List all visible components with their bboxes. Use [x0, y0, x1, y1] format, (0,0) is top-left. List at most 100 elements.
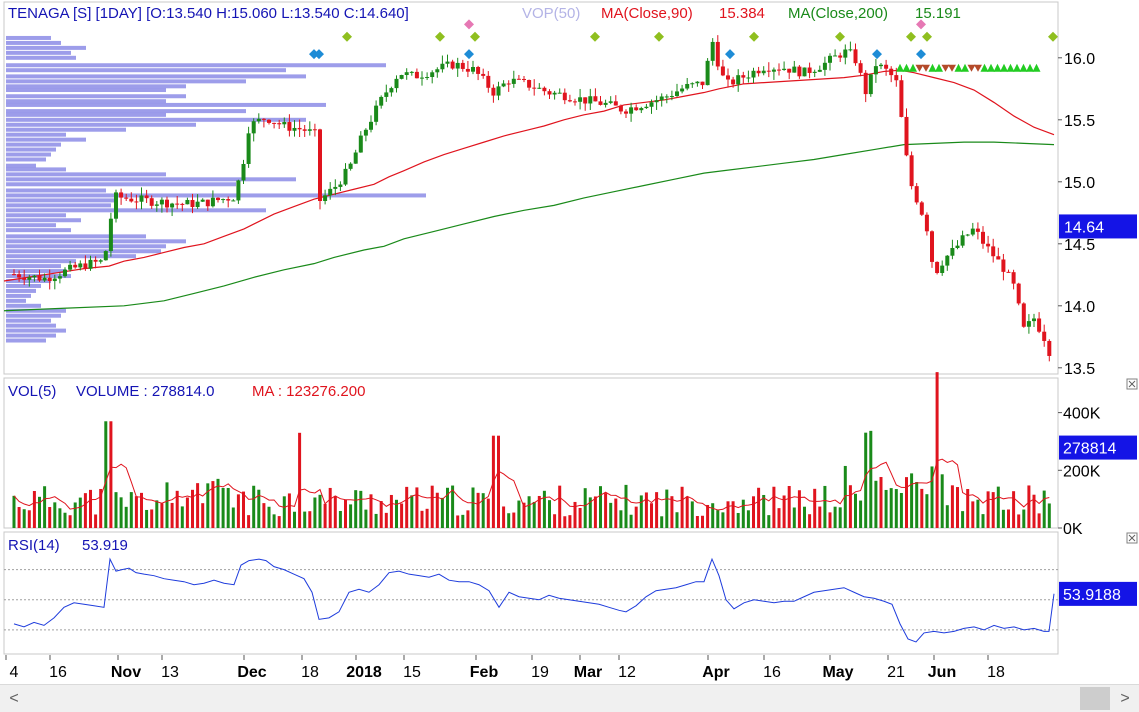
volume-ma-legend: MA : 123276.200: [252, 383, 365, 400]
vop-bar: [6, 79, 246, 84]
volume-bar: [267, 506, 271, 528]
candle-body: [328, 188, 333, 196]
vop-bar: [6, 208, 266, 213]
volume-bar: [318, 494, 322, 528]
volume-bar: [889, 488, 893, 528]
candle-body: [261, 118, 266, 120]
volume-bar: [471, 487, 475, 528]
volume-bar: [1032, 494, 1036, 528]
candle-body: [802, 67, 807, 77]
volume-bar: [313, 497, 317, 528]
volume-bar: [823, 485, 827, 528]
signal-diamond: [835, 31, 845, 42]
candle-body: [57, 276, 62, 279]
volume-bar: [400, 503, 404, 528]
volume-bar: [752, 496, 755, 528]
volume-bar: [512, 512, 516, 528]
signal-diamond: [470, 31, 480, 42]
volume-bar: [869, 430, 873, 528]
vop-bar: [6, 249, 161, 254]
candle-body: [828, 55, 832, 63]
candle-body: [333, 186, 338, 189]
candle-body: [108, 218, 113, 252]
price-last-value-tag: 14.64: [1059, 214, 1137, 239]
vop-bar: [6, 188, 106, 193]
volume-bar: [1017, 514, 1021, 528]
candle-body: [909, 155, 914, 187]
candle-body: [741, 75, 746, 78]
candle-body: [822, 62, 827, 70]
volume-bar: [430, 485, 434, 528]
candle-body: [1042, 331, 1047, 341]
signal-arrow-up: [1032, 63, 1041, 72]
volume-bar: [272, 514, 276, 528]
volume-bar: [706, 504, 710, 528]
stock-chart[interactable]: 16.0 15.5 15.0 14.5 14.0 13.5 400K 200K 0K 4 16 N…: [0, 0, 1139, 684]
signal-arrow-up: [896, 63, 904, 72]
candle-body: [251, 121, 256, 134]
candle-body: [277, 123, 282, 125]
candle-body: [593, 96, 598, 102]
candle-body: [139, 195, 144, 202]
volume-bar: [22, 509, 26, 528]
candle-body: [1016, 283, 1021, 304]
price-tick-label: 14.5: [1064, 237, 1095, 254]
volume-bar: [456, 515, 460, 528]
candle-body: [608, 101, 613, 103]
candle-body: [705, 60, 710, 86]
candle-body: [241, 163, 246, 181]
date-tick-label: 21: [887, 664, 905, 681]
volume-bar: [94, 514, 98, 528]
volume-bar: [670, 496, 674, 528]
volume-bar: [486, 498, 490, 528]
svg-text:14.64: 14.64: [1064, 219, 1104, 236]
volume-bar: [899, 492, 903, 528]
volume-bar: [226, 487, 230, 528]
volume-bar: [170, 502, 174, 528]
candle-body: [639, 108, 644, 111]
date-tick-label: May: [822, 664, 853, 681]
volume-bar: [303, 511, 307, 528]
signal-diamond: [922, 31, 932, 42]
volume-panel-close-icon[interactable]: [1126, 378, 1138, 390]
candle-body: [501, 83, 506, 87]
signal-diamond: [725, 49, 735, 60]
volume-bar: [328, 487, 332, 528]
volume-bar: [211, 481, 215, 528]
volume-title: VOL(5): [8, 383, 56, 400]
volume-bar: [644, 492, 648, 528]
volume-bar: [976, 499, 980, 528]
volume-bar: [721, 512, 725, 528]
candle-body: [287, 122, 292, 131]
volume-bar: [134, 496, 138, 528]
candle-body: [838, 55, 843, 58]
volume-bar: [757, 487, 761, 528]
rsi-panel-close-icon[interactable]: [1126, 532, 1138, 544]
volume-bar: [915, 482, 919, 528]
candle-body: [134, 201, 139, 203]
scroll-right-icon[interactable]: >: [1120, 689, 1130, 707]
volume-bar: [548, 500, 551, 528]
vop-bar: [6, 132, 66, 137]
volume-bar: [537, 495, 541, 528]
volume-bar: [716, 510, 720, 528]
candle-body: [318, 129, 322, 201]
volume-bar: [53, 502, 57, 528]
candle-body: [144, 195, 149, 199]
signal-arrow-up: [954, 63, 963, 72]
candle-body: [369, 121, 373, 130]
volume-bar: [736, 512, 740, 528]
scroll-left-icon[interactable]: <: [9, 689, 19, 707]
vop-bar: [6, 152, 51, 157]
volume-bar: [746, 510, 750, 528]
scroll-thumb[interactable]: [1080, 687, 1110, 710]
volume-bar: [27, 510, 31, 528]
candle-body: [695, 81, 700, 84]
price-tick-label: 13.5: [1064, 361, 1095, 378]
volume-bar: [68, 515, 72, 528]
volume-bar: [930, 466, 934, 528]
candle-body: [975, 228, 980, 232]
horizontal-scrollbar[interactable]: < >: [0, 684, 1139, 712]
candle-body: [1026, 321, 1031, 327]
candle-body: [154, 204, 159, 206]
